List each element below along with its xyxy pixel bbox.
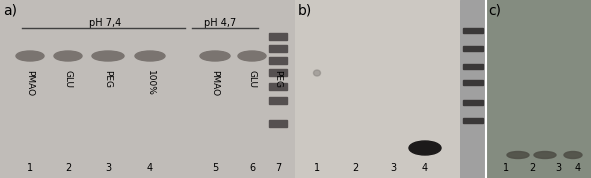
Ellipse shape	[534, 151, 556, 158]
Text: 100%: 100%	[145, 70, 154, 96]
Bar	[269, 44, 287, 51]
Bar	[269, 119, 287, 127]
Text: 6: 6	[249, 163, 255, 173]
Text: 4: 4	[575, 163, 581, 173]
Bar	[463, 80, 483, 85]
Text: 7: 7	[275, 163, 281, 173]
Bar	[463, 46, 483, 51]
Bar	[460, 0, 486, 178]
Text: GLU: GLU	[63, 70, 73, 88]
Ellipse shape	[16, 51, 44, 61]
Text: PMAO: PMAO	[210, 70, 219, 96]
Bar	[269, 82, 287, 90]
Ellipse shape	[200, 51, 230, 61]
Bar	[463, 64, 483, 69]
Text: 1: 1	[503, 163, 509, 173]
Ellipse shape	[564, 151, 582, 158]
Bar	[463, 100, 483, 104]
Text: pH 7,4: pH 7,4	[89, 18, 121, 28]
Ellipse shape	[92, 51, 124, 61]
Text: 4: 4	[422, 163, 428, 173]
Bar	[269, 56, 287, 64]
Text: 2: 2	[65, 163, 71, 173]
Text: 1: 1	[314, 163, 320, 173]
Text: 3: 3	[105, 163, 111, 173]
Ellipse shape	[409, 141, 441, 155]
Text: 3: 3	[555, 163, 561, 173]
Text: GLU: GLU	[248, 70, 256, 88]
Text: 5: 5	[212, 163, 218, 173]
Ellipse shape	[507, 151, 529, 158]
Text: 1: 1	[27, 163, 33, 173]
Text: a): a)	[3, 3, 17, 17]
Text: 2: 2	[529, 163, 535, 173]
Text: c): c)	[488, 3, 501, 17]
Ellipse shape	[238, 51, 266, 61]
Bar	[269, 96, 287, 103]
Text: 4: 4	[147, 163, 153, 173]
Bar	[463, 117, 483, 122]
Bar	[486, 0, 591, 178]
Text: b): b)	[298, 3, 312, 17]
Text: 3: 3	[390, 163, 396, 173]
Bar	[269, 69, 287, 75]
Ellipse shape	[313, 70, 320, 76]
Bar	[269, 33, 287, 40]
Text: pH 4,7: pH 4,7	[204, 18, 236, 28]
Text: PEG: PEG	[274, 70, 282, 88]
Ellipse shape	[135, 51, 165, 61]
Text: PEG: PEG	[103, 70, 112, 88]
Ellipse shape	[54, 51, 82, 61]
Text: PMAO: PMAO	[25, 70, 34, 96]
Bar	[463, 27, 483, 33]
Text: 2: 2	[352, 163, 358, 173]
